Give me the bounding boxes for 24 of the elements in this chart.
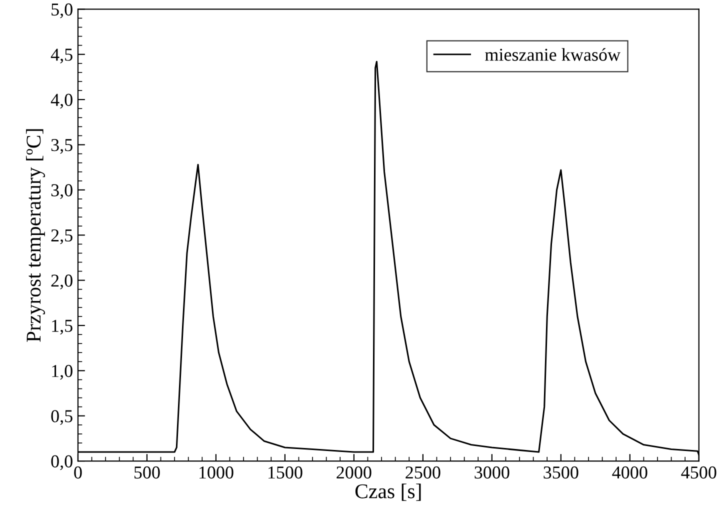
x-tick-label: 3500	[544, 466, 578, 479]
x-axis-title: Czas [s]	[355, 484, 421, 501]
y-tick-label: 1,0	[52, 364, 72, 380]
y-tick-label: 0,0	[51, 455, 72, 470]
y-tick-label: 0,5	[51, 410, 72, 425]
y-tick-label: 3,0	[51, 184, 72, 199]
legend-label: mieszanie kwasów	[485, 48, 620, 61]
y-tick-label: 2,5	[51, 229, 72, 244]
y-tick-label: 4,5	[50, 48, 72, 64]
y-tick-label: 4,0	[50, 94, 72, 109]
y-tick-label: 2,0	[51, 274, 72, 290]
y-tick-label: 3,5	[51, 139, 72, 154]
x-tick-label: 1000	[199, 466, 234, 479]
x-tick-label: 3000	[474, 466, 510, 479]
x-tick-label: 4500	[681, 466, 716, 479]
y-tick-label: 1,5	[52, 320, 72, 335]
x-tick-label: 4000	[612, 466, 648, 479]
x-tick-label: 500	[134, 466, 160, 479]
x-tick-label: 0	[74, 466, 82, 479]
y-tick-label: 5,0	[52, 3, 72, 18]
y-axis-title: Przyrost temperatury [ºC]	[26, 129, 45, 342]
x-tick-label: 2500	[406, 466, 440, 479]
x-tick-label: 2000	[336, 466, 372, 479]
x-tick-label: 1500	[268, 466, 302, 479]
